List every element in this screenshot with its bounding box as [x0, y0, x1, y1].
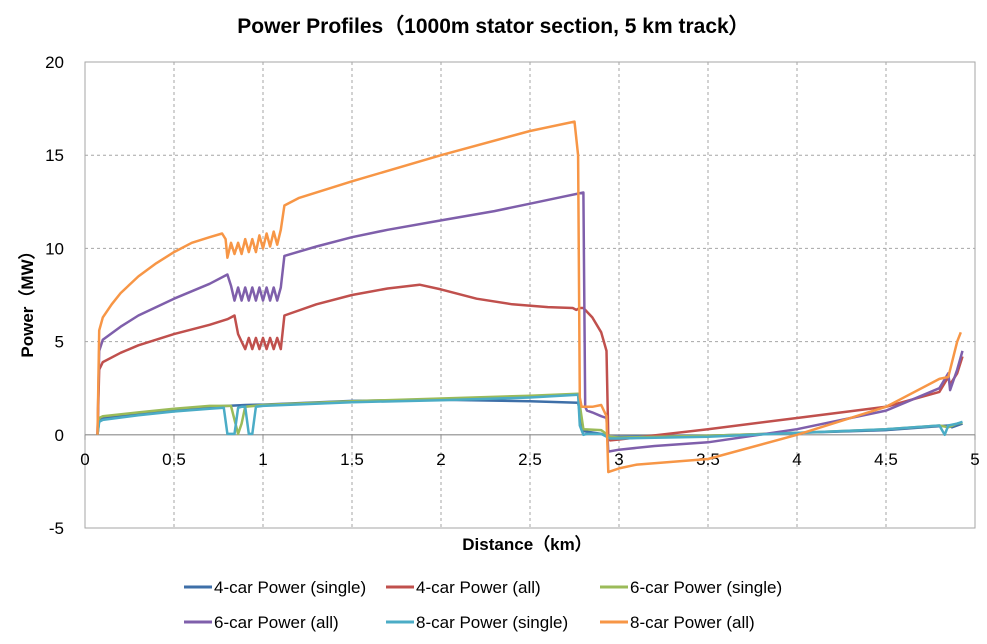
legend-label: 4-car Power (all) — [416, 578, 541, 597]
x-axis-title: Distance（km） — [462, 534, 591, 554]
x-tick-label: 4.5 — [874, 450, 898, 469]
x-tick-label: 1.5 — [340, 450, 364, 469]
x-tick-label: 2 — [436, 450, 445, 469]
gridlines — [85, 62, 975, 528]
y-tick-label: 10 — [45, 239, 64, 258]
series-line-8-car-power-single- — [96, 393, 963, 440]
legend-label: 6-car Power (single) — [630, 578, 782, 597]
x-tick-label: 0.5 — [162, 450, 186, 469]
y-tick-label: 20 — [45, 53, 64, 72]
chart-title: Power Profiles（1000m stator section, 5 k… — [237, 15, 750, 38]
y-tick-label: 0 — [55, 426, 64, 445]
y-tick-label: -5 — [49, 519, 64, 538]
legend-label: 4-car Power (single) — [214, 578, 366, 597]
y-axis-title: Power（MW） — [17, 242, 37, 357]
legend: 4-car Power (single) 4-car Power (all) 6-c… — [184, 578, 782, 632]
x-tick-label: 5 — [970, 450, 979, 469]
x-tick-label: 1 — [258, 450, 267, 469]
y-tick-label: 5 — [55, 333, 64, 352]
series-lines — [96, 120, 964, 474]
legend-label: 8-car Power (all) — [630, 613, 755, 632]
x-tick-label: 0 — [80, 450, 89, 469]
series-line-8-car-power-all- — [96, 120, 962, 474]
legend-label: 8-car Power (single) — [416, 613, 568, 632]
series-line-6-car-power-all- — [96, 191, 964, 453]
y-tick-label: 15 — [45, 146, 64, 165]
plot-area-frame — [84, 61, 976, 529]
x-tick-label: 4 — [792, 450, 801, 469]
x-tick-label: 2.5 — [518, 450, 542, 469]
legend-label: 6-car Power (all) — [214, 613, 339, 632]
x-tick-label: 3 — [614, 450, 623, 469]
